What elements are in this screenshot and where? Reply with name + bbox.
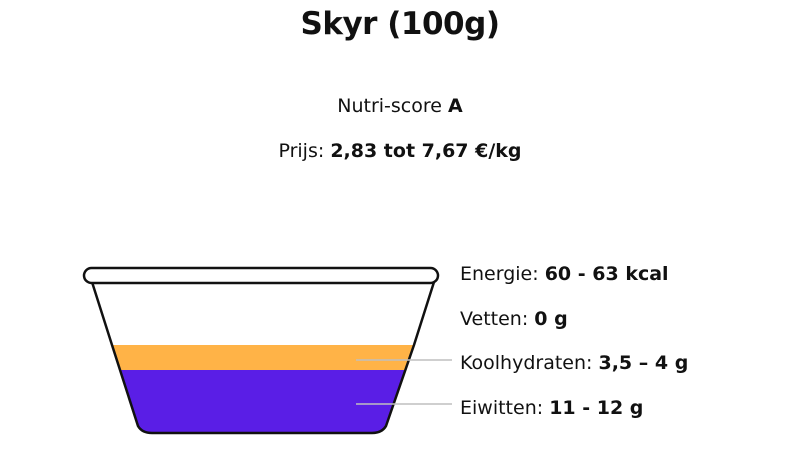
price-line: Prijs: 2,83 tot 7,67 €/kg	[0, 140, 800, 162]
price-label: Prijs:	[278, 140, 325, 162]
nutrient-value: 60 - 63 kcal	[544, 263, 669, 285]
nutrient-label: Vetten:	[460, 307, 529, 330]
nutrient-label: Koolhydraten:	[460, 352, 593, 374]
nutri-score-value: A	[448, 95, 463, 117]
nutrient-list: Energie: 60 - 63 kcal Vetten: 0 g Koolhy…	[460, 259, 688, 437]
nutrient-value: 11 - 12 g	[549, 396, 644, 419]
protein-layer	[121, 370, 405, 433]
carbs-layer	[112, 345, 414, 370]
nutri-score-label: Nutri-score	[337, 95, 442, 117]
price-value: 2,83 tot 7,67 €/kg	[330, 140, 522, 162]
nutrient-label: Energie:	[460, 263, 539, 285]
product-title: Skyr (100g)	[300, 6, 500, 42]
cup-rim	[82, 266, 440, 285]
nutrient-protein: Eiwitten: 11 - 12 g	[460, 393, 688, 438]
nutrient-label: Eiwitten:	[460, 396, 544, 419]
nutrient-value: 0 g	[534, 307, 568, 330]
nutrient-carbs: Koolhydraten: 3,5 – 4 g	[460, 348, 688, 393]
nutri-score-line: Nutri-score A	[0, 95, 800, 117]
cup-outline	[90, 281, 436, 435]
nutrient-value: 3,5 – 4 g	[598, 352, 689, 374]
nutrient-fat: Vetten: 0 g	[460, 304, 688, 349]
nutrient-energy: Energie: 60 - 63 kcal	[460, 259, 688, 304]
